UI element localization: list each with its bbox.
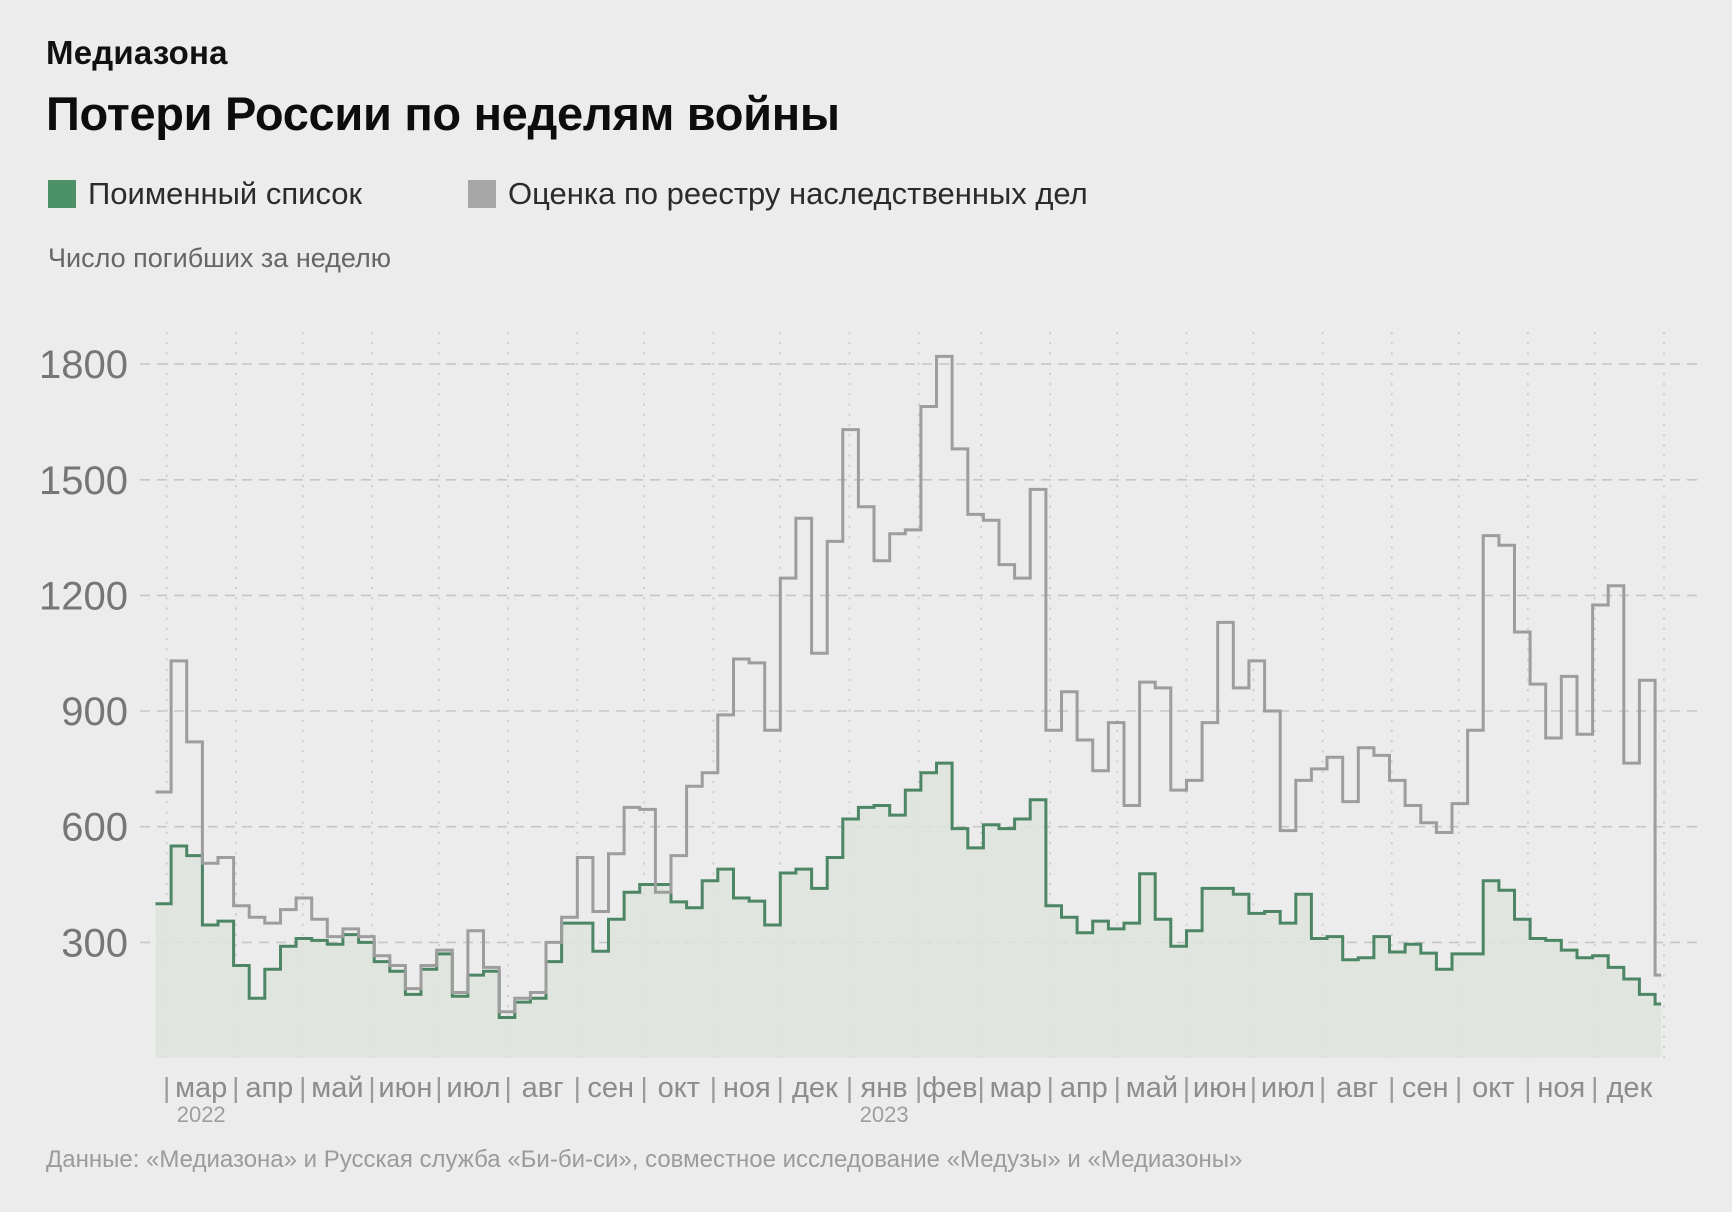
svg-text:|: | (1047, 1072, 1054, 1103)
svg-text:|: | (1524, 1072, 1531, 1103)
svg-text:сен: сен (1402, 1072, 1449, 1104)
svg-text:|: | (710, 1072, 717, 1103)
svg-text:|: | (1388, 1072, 1395, 1103)
svg-text:|: | (915, 1072, 922, 1103)
svg-text:2023: 2023 (860, 1102, 909, 1127)
svg-text:июн: июн (1193, 1072, 1247, 1104)
x-axis-year-labels: 2022 2023 (177, 1102, 909, 1127)
named-list-swatch-icon (48, 180, 76, 208)
svg-text:|: | (1114, 1072, 1121, 1103)
svg-text:мар: мар (175, 1072, 227, 1104)
registry-estimate-line (155, 354, 1662, 1014)
svg-text:окт: окт (658, 1072, 700, 1104)
svg-text:|: | (641, 1072, 648, 1103)
svg-text:|: | (232, 1072, 239, 1103)
brand-logo: Медиазона (46, 34, 228, 71)
svg-text:июл: июл (446, 1072, 500, 1104)
svg-text:1200: 1200 (39, 574, 128, 618)
svg-text:дек: дек (792, 1072, 838, 1104)
svg-text:июл: июл (1261, 1072, 1315, 1104)
svg-text:июн: июн (378, 1072, 432, 1104)
svg-text:|: | (368, 1072, 375, 1103)
svg-text:май: май (1126, 1072, 1178, 1104)
x-axis-month-labels: | мар | апр | май | июн | июл | авг | сен | окт | ноя | дек… (163, 1072, 1653, 1104)
svg-text:|: | (504, 1072, 511, 1103)
page-title: Потери России по неделям войны (46, 87, 840, 140)
svg-text:фев: фев (922, 1072, 977, 1104)
svg-text:ноя: ноя (723, 1072, 771, 1104)
svg-text:апр: апр (245, 1072, 293, 1104)
svg-text:|: | (574, 1072, 581, 1103)
svg-text:|: | (1250, 1072, 1257, 1103)
svg-text:1500: 1500 (39, 459, 128, 503)
svg-text:2022: 2022 (177, 1102, 226, 1127)
value-gridlines (140, 363, 1700, 944)
named-list-area (155, 763, 1662, 1058)
svg-text:дек: дек (1607, 1072, 1653, 1104)
svg-text:|: | (435, 1072, 442, 1103)
registry-estimate-swatch-icon (468, 180, 496, 208)
svg-text:|: | (777, 1072, 784, 1103)
svg-text:авг: авг (1336, 1072, 1378, 1104)
svg-text:|: | (846, 1072, 853, 1103)
svg-text:900: 900 (61, 690, 128, 734)
data-source-note: Данные: «Медиазона» и Русская служба «Би… (46, 1146, 1243, 1173)
svg-text:|: | (1591, 1072, 1598, 1103)
svg-text:600: 600 (61, 806, 128, 850)
svg-text:|: | (1455, 1072, 1462, 1103)
svg-text:янв: янв (861, 1072, 908, 1104)
svg-text:окт: окт (1472, 1072, 1514, 1104)
svg-text:апр: апр (1060, 1072, 1108, 1104)
svg-text:авг: авг (522, 1072, 564, 1104)
svg-text:|: | (299, 1072, 306, 1103)
svg-text:1800: 1800 (39, 343, 128, 387)
y-axis-tick-labels: 300 600 900 1200 1500 1800 (39, 343, 128, 965)
svg-text:|: | (1183, 1072, 1190, 1103)
svg-text:|: | (163, 1072, 170, 1103)
svg-text:май: май (311, 1072, 363, 1104)
svg-text:300: 300 (61, 921, 128, 965)
y-axis-caption: Число погибших за неделю (48, 243, 392, 273)
svg-text:сен: сен (587, 1072, 634, 1104)
legend-label: Поименный список (88, 176, 363, 211)
svg-text:|: | (978, 1072, 985, 1103)
svg-text:ноя: ноя (1537, 1072, 1585, 1104)
legend-label: Оценка по реестру наследственных дел (508, 176, 1088, 211)
svg-text:|: | (1319, 1072, 1326, 1103)
legend-item-named-list: Поименный список (48, 176, 362, 212)
svg-text:мар: мар (990, 1072, 1042, 1104)
legend-item-registry-estimate: Оценка по реестру наследственных дел (468, 176, 1088, 212)
